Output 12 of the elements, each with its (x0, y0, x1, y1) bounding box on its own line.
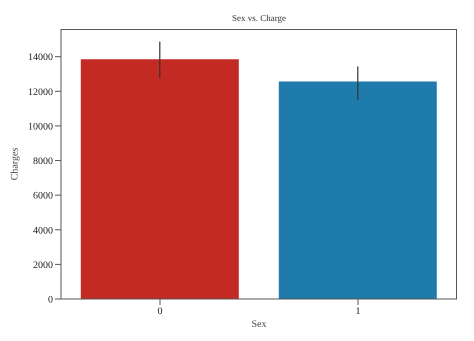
y-tick-label: 4000 (33, 225, 53, 236)
y-tick-label: 14000 (28, 52, 53, 64)
y-tick-label: 6000 (33, 190, 53, 202)
y-tick-label: 2000 (33, 260, 53, 271)
y-tick-label: 10000 (28, 121, 53, 132)
y-tick-label: 0 (48, 294, 53, 306)
y-tick-label: 8000 (33, 156, 53, 168)
x-tick-label: 1 (356, 306, 360, 318)
y-axis-title: Charges (10, 148, 21, 180)
y-tick-label: 12000 (28, 86, 53, 98)
chart-title: Sex vs. Charge (230, 13, 288, 23)
x-axis-title: Sex (252, 319, 266, 330)
